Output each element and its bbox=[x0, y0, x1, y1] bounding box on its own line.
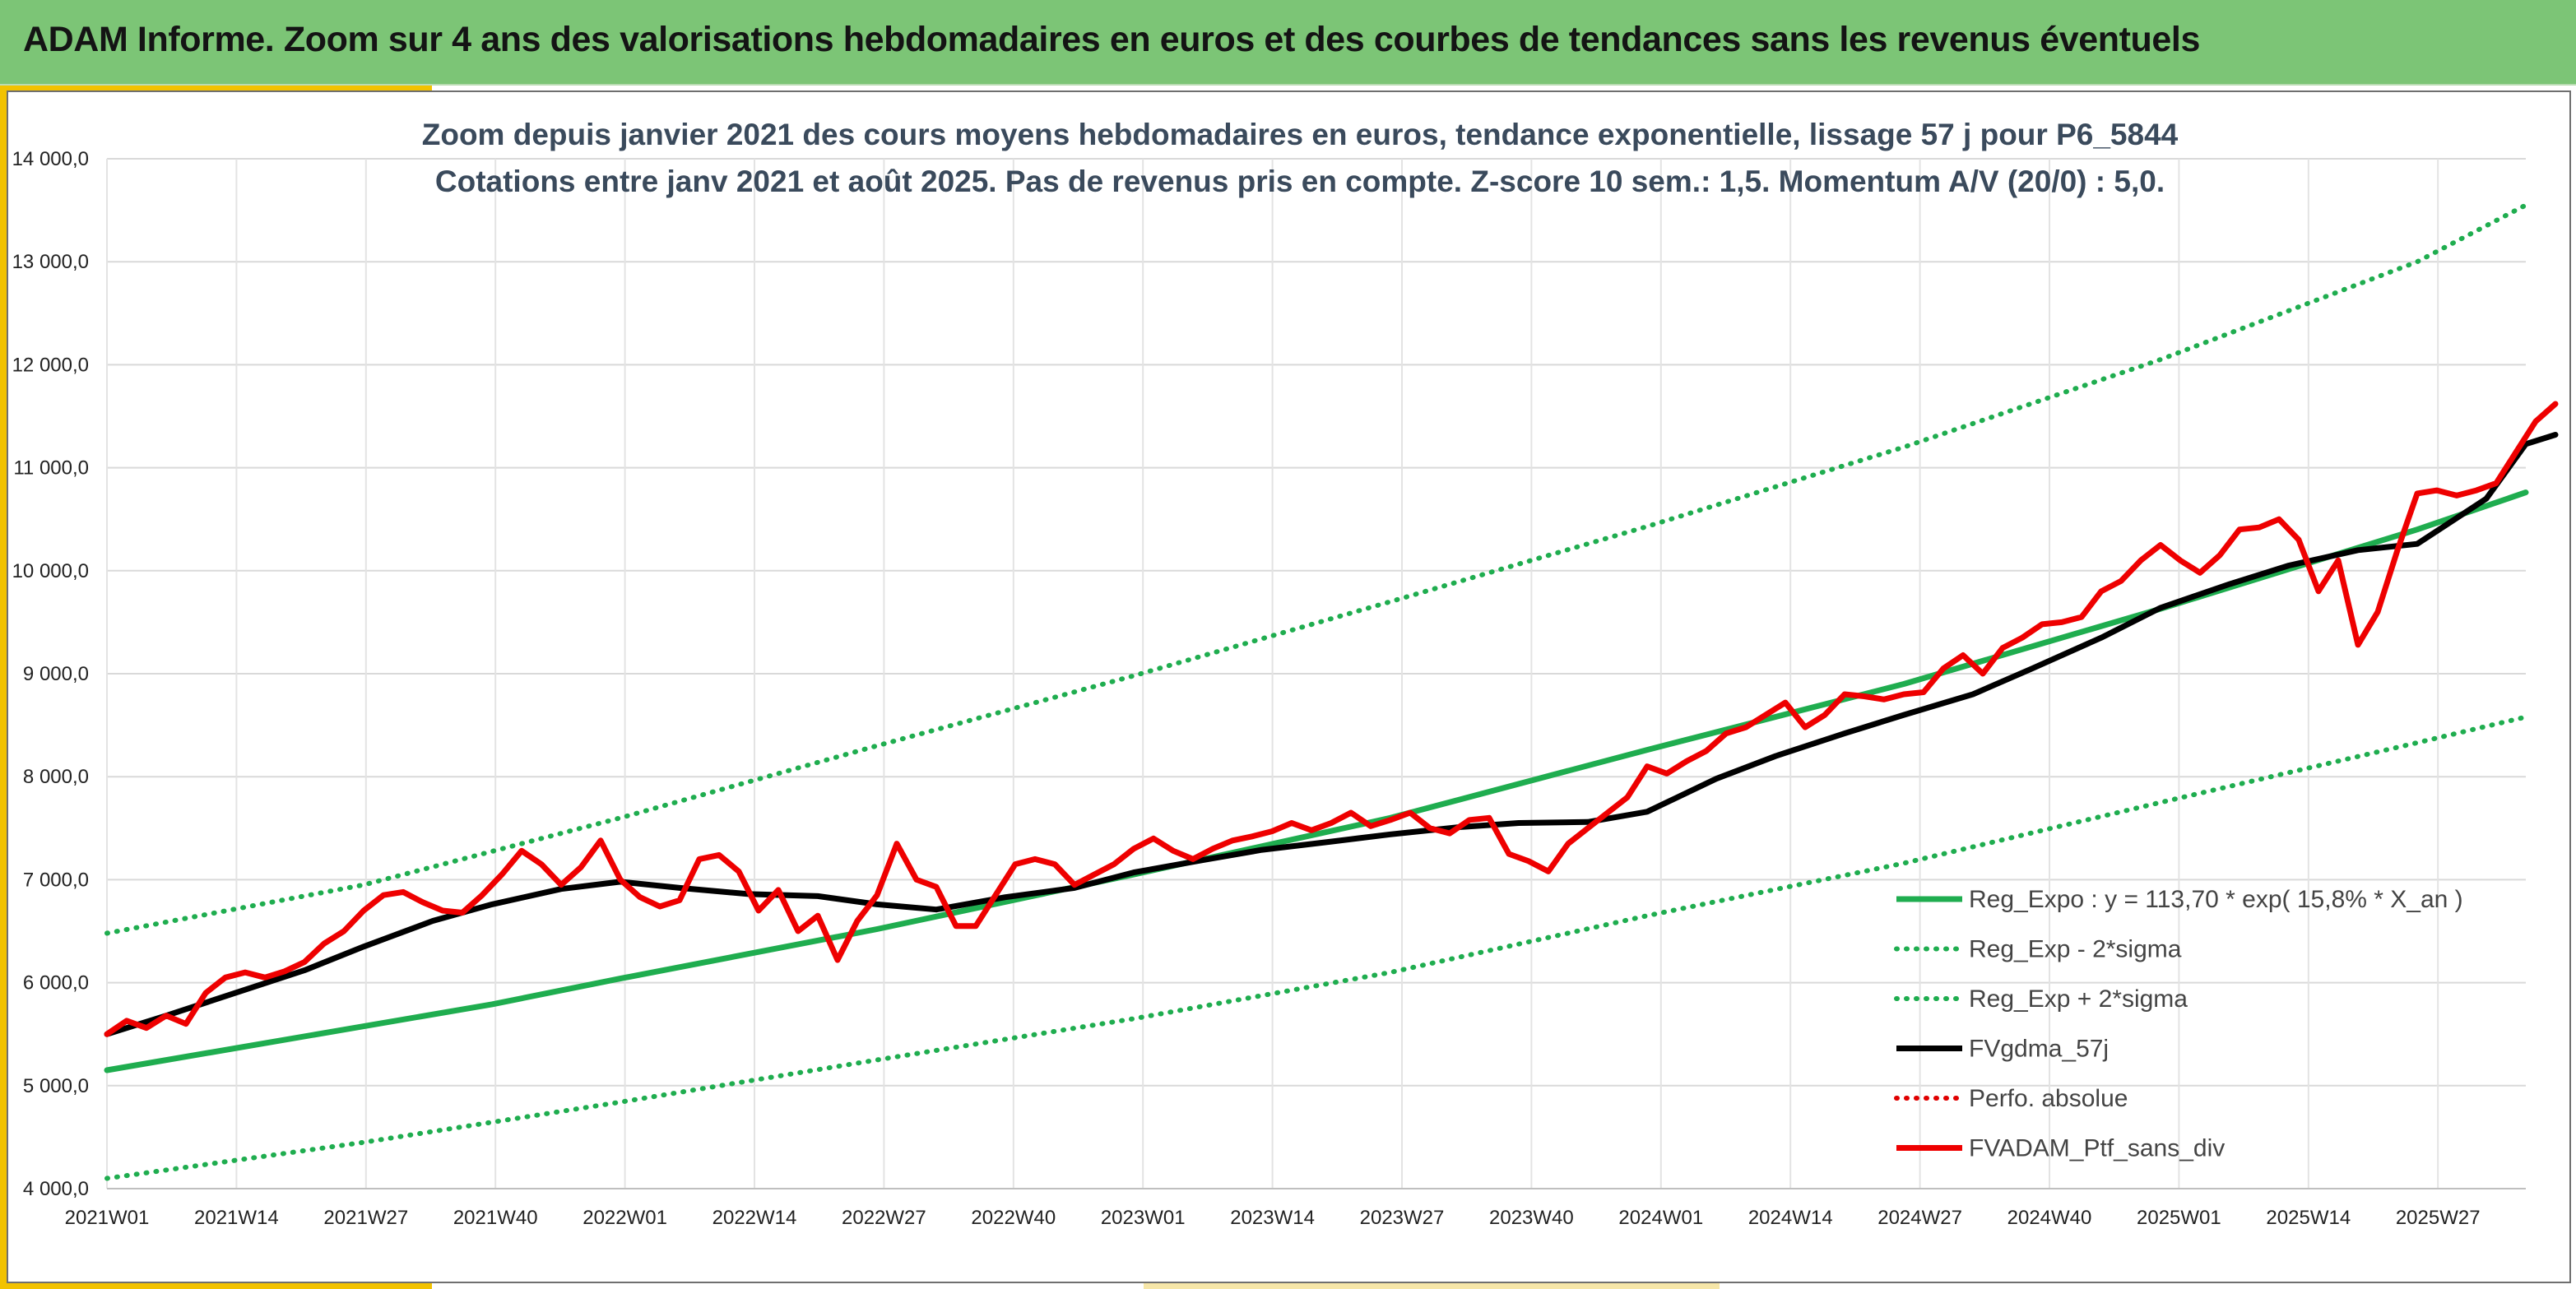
x-tick-label: 2021W14 bbox=[194, 1207, 279, 1229]
x-axis-ticks: 2021W01 2021W14 2021W27 2021W40 2022W01 2022W… bbox=[65, 1207, 2481, 1229]
x-tick-label: 2021W27 bbox=[323, 1207, 408, 1229]
y-tick-label: 9 000,0 bbox=[23, 663, 89, 685]
x-tick-label: 2023W40 bbox=[1489, 1207, 1574, 1229]
x-tick-label: 2024W27 bbox=[1877, 1207, 1962, 1229]
x-tick-label: 2024W01 bbox=[1618, 1207, 1703, 1229]
y-tick-label: 6 000,0 bbox=[23, 972, 89, 995]
legend-label: Reg_Exp + 2*sigma bbox=[1969, 985, 2188, 1013]
chart-title: Zoom depuis janvier 2021 des cours moyen… bbox=[422, 118, 2179, 151]
y-tick-label: 10 000,0 bbox=[12, 560, 89, 582]
y-axis-ticks: 4 000,0 5 000,0 6 000,0 7 000,0 8 000,0 9 000… bbox=[12, 148, 89, 1200]
x-tick-label: 2023W14 bbox=[1230, 1207, 1315, 1229]
legend-label: FVADAM_Ptf_sans_div bbox=[1969, 1135, 2225, 1162]
y-tick-label: 13 000,0 bbox=[12, 251, 89, 273]
x-tick-label: 2025W27 bbox=[2396, 1207, 2481, 1229]
series-line-2 bbox=[104, 202, 2528, 936]
x-tick-label: 2022W40 bbox=[971, 1207, 1056, 1229]
x-tick-label: 2025W01 bbox=[2137, 1207, 2221, 1229]
y-tick-label: 12 000,0 bbox=[12, 354, 89, 376]
y-tick-label: 8 000,0 bbox=[23, 766, 89, 788]
frame-accent-bottom-secondary bbox=[1144, 1283, 1720, 1289]
x-tick-label: 2021W01 bbox=[65, 1207, 150, 1229]
legend-label: FVgdma_57j bbox=[1969, 1036, 2109, 1063]
y-tick-label: 7 000,0 bbox=[23, 869, 89, 891]
frame-accent-top bbox=[0, 86, 432, 92]
series-line-1 bbox=[104, 714, 2528, 1181]
x-tick-label: 2022W27 bbox=[842, 1207, 926, 1229]
y-tick-label: 5 000,0 bbox=[23, 1075, 89, 1097]
legend-label: Reg_Expo : y = 113,70 * exp( 15,8% * X_a… bbox=[1969, 886, 2463, 913]
chart-frame bbox=[7, 90, 2571, 1283]
series-layer bbox=[104, 202, 2559, 1181]
legend-label: Perfo. absolue bbox=[1969, 1085, 2128, 1112]
legend: Reg_Expo : y = 113,70 * exp( 15,8% * X_a… bbox=[1894, 886, 2463, 1162]
x-tick-label: 2021W40 bbox=[453, 1207, 538, 1229]
page-title: ADAM Informe. Zoom sur 4 ans des valoris… bbox=[23, 20, 2200, 59]
x-tick-label: 2023W01 bbox=[1101, 1207, 1186, 1229]
grid-layer bbox=[106, 158, 2526, 1189]
x-tick-label: 2024W14 bbox=[1748, 1207, 1833, 1229]
legend-label: Reg_Exp - 2*sigma bbox=[1969, 936, 2182, 963]
frame-accent-left bbox=[0, 86, 8, 1289]
chart-subtitle: Cotations entre janv 2021 et août 2025. … bbox=[435, 165, 2165, 198]
x-tick-label: 2023W27 bbox=[1360, 1207, 1445, 1229]
header-banner: ADAM Informe. Zoom sur 4 ans des valoris… bbox=[0, 0, 2576, 86]
y-tick-label: 4 000,0 bbox=[23, 1178, 89, 1200]
y-tick-label: 11 000,0 bbox=[13, 457, 89, 480]
x-tick-label: 2022W01 bbox=[583, 1207, 667, 1229]
series-line-3 bbox=[104, 432, 2559, 1037]
x-tick-label: 2022W14 bbox=[712, 1207, 797, 1229]
x-tick-label: 2024W40 bbox=[2007, 1207, 2092, 1229]
series-line-5 bbox=[104, 401, 2559, 1037]
y-tick-label: 14 000,0 bbox=[12, 148, 89, 170]
x-tick-label: 2025W14 bbox=[2266, 1207, 2351, 1229]
